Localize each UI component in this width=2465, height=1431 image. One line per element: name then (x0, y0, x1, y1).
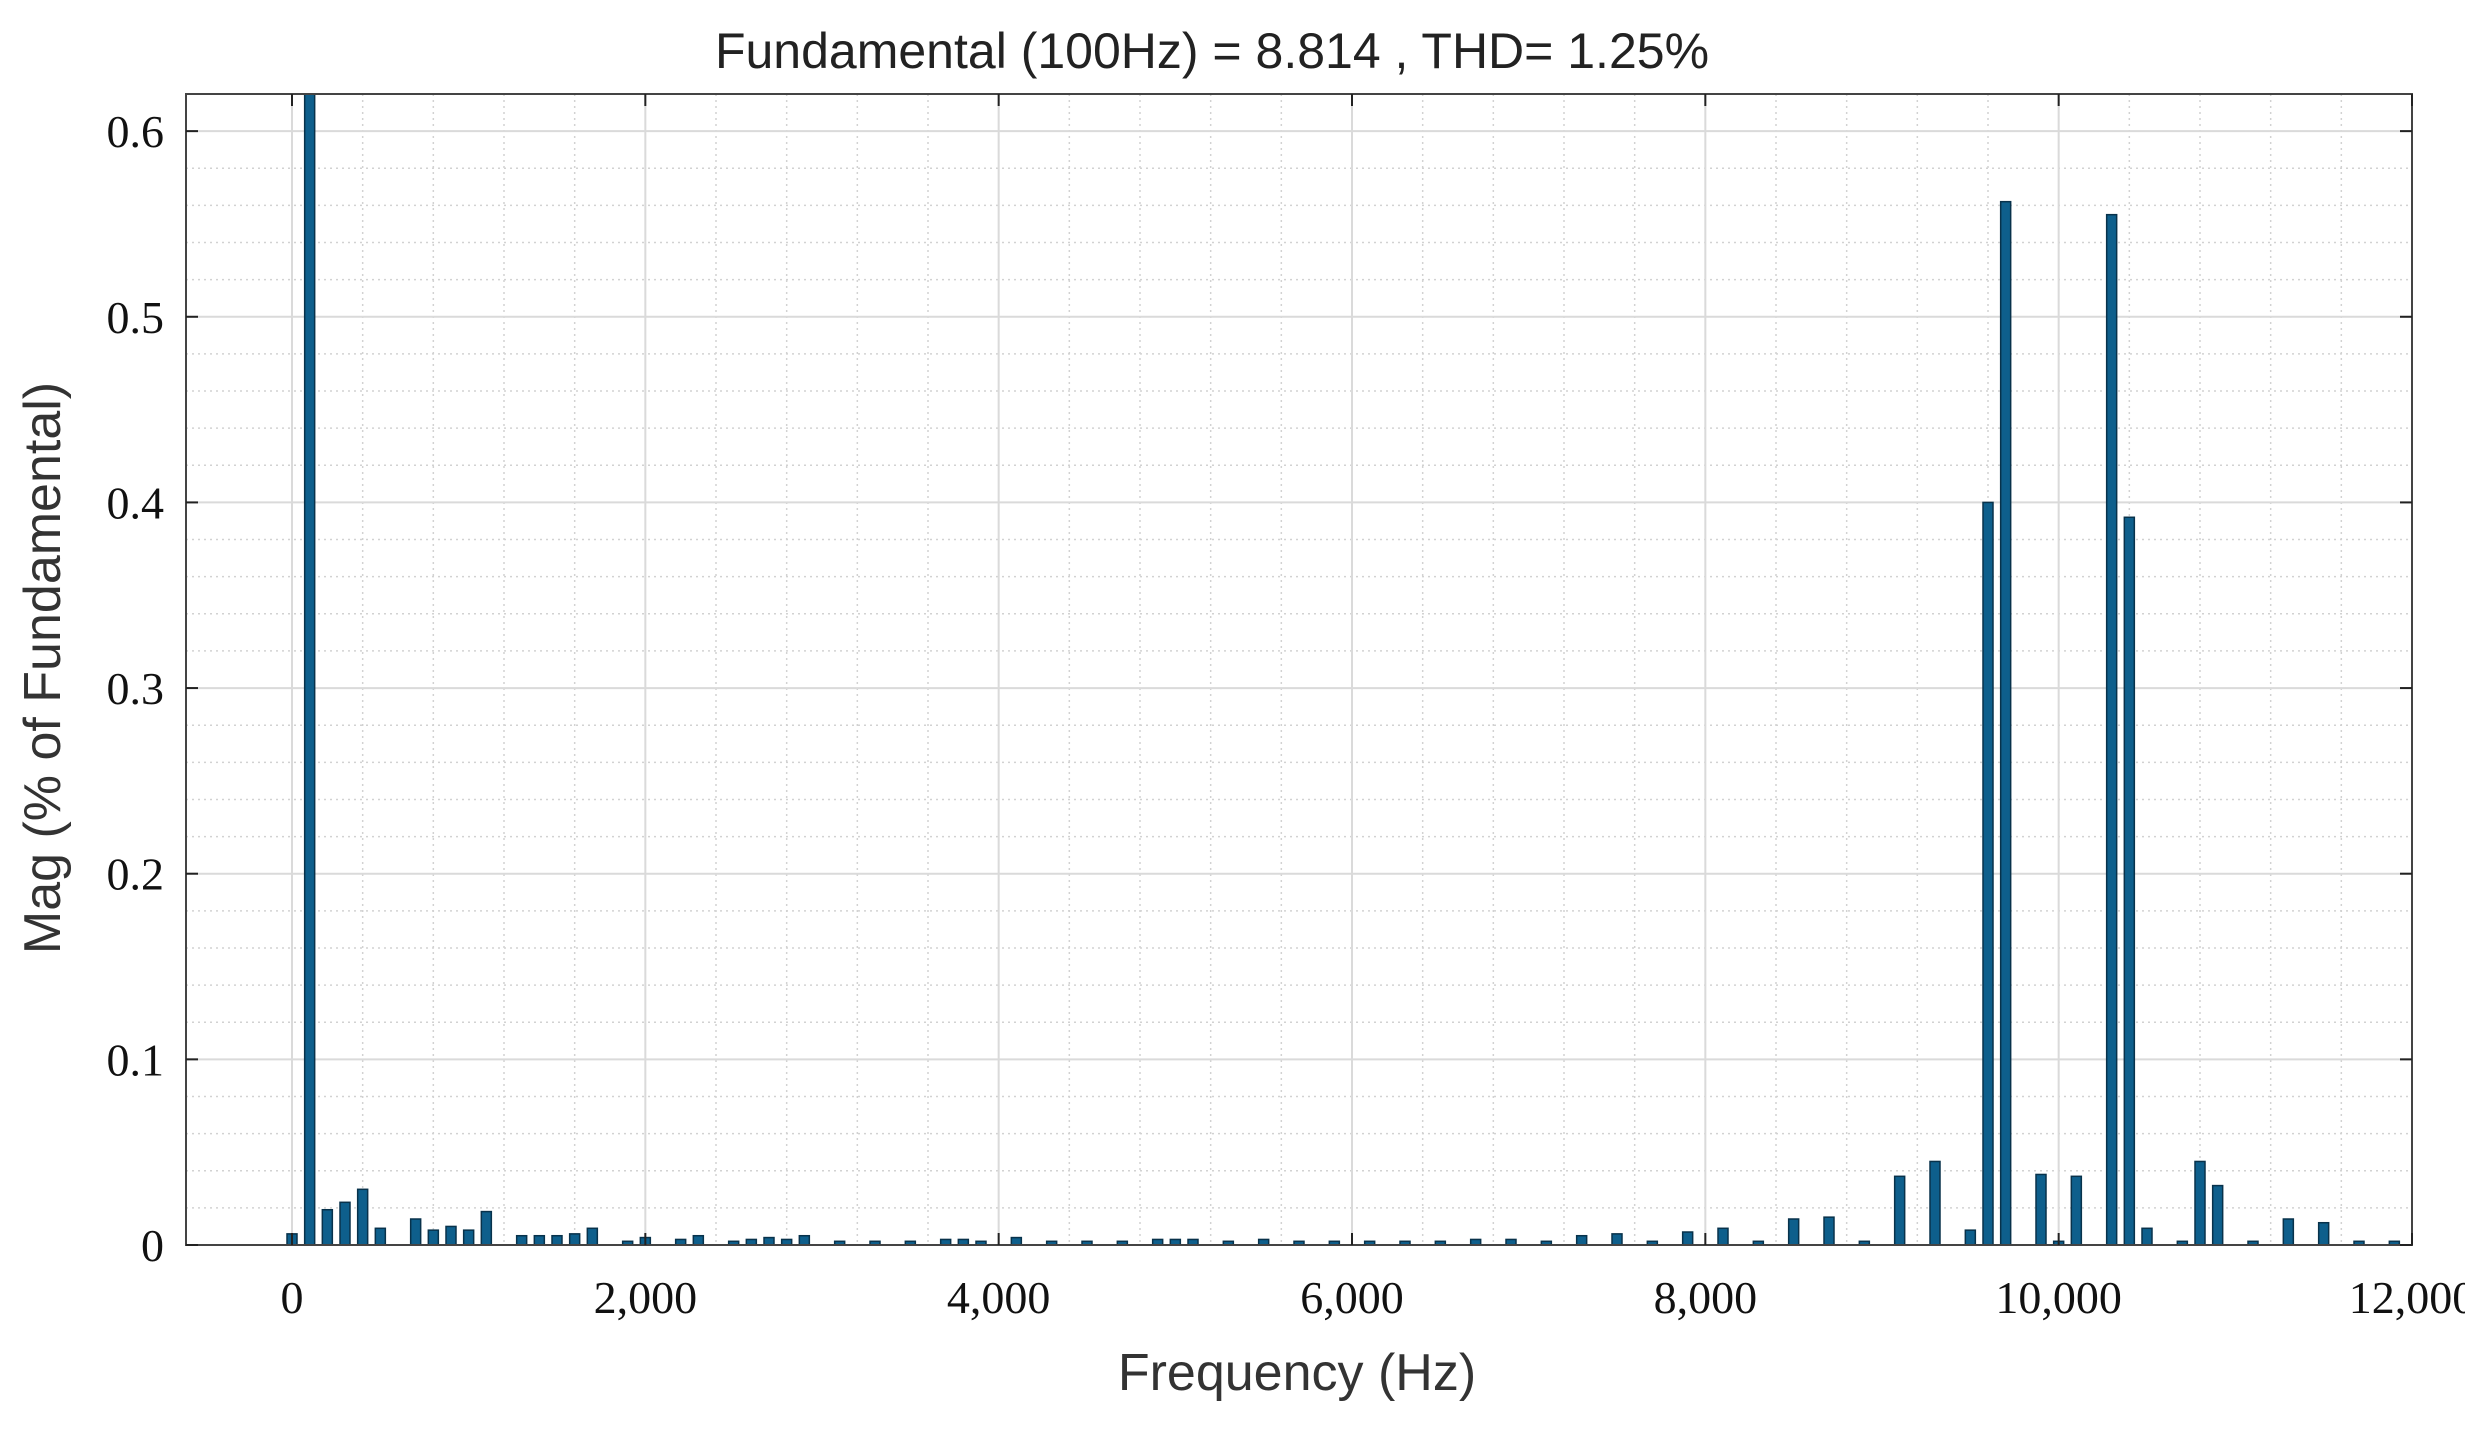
bar (446, 1226, 456, 1245)
x-tick-label: 0 (281, 1272, 304, 1323)
y-tick-label: 0.6 (107, 106, 165, 157)
bar (2142, 1228, 2152, 1245)
bar (1683, 1232, 1693, 1245)
bar (1965, 1230, 1975, 1245)
bar (2124, 517, 2134, 1245)
bar (340, 1202, 350, 1245)
bar (428, 1230, 438, 1245)
bar (1011, 1238, 1021, 1245)
bar (305, 94, 315, 1245)
plot-frame (186, 94, 2412, 1245)
bar (2107, 215, 2117, 1245)
y-tick-label: 0.4 (107, 477, 165, 528)
x-tick-label: 2,000 (594, 1272, 698, 1323)
x-tick-label: 10,000 (1995, 1272, 2122, 1323)
chart-title: Fundamental (100Hz) = 8.814 , THD= 1.25% (715, 23, 1709, 79)
bar (1789, 1219, 1799, 1245)
x-axis-label: Frequency (Hz) (1118, 1344, 1476, 1402)
minor-grid (186, 94, 2412, 1245)
bar (1983, 502, 1993, 1245)
bar (411, 1219, 421, 1245)
bar (2213, 1186, 2223, 1245)
bar (534, 1236, 544, 1245)
y-tick-labels: 0 0.1 0.2 0.3 0.4 0.5 0.6 (107, 106, 165, 1271)
bar (2319, 1223, 2329, 1245)
y-tick-label: 0.1 (107, 1034, 165, 1085)
bar (552, 1236, 562, 1245)
bar (2195, 1161, 2205, 1245)
bar (1577, 1236, 1587, 1245)
x-tick-label: 12,000 (2349, 1272, 2465, 1323)
x-tick-labels: 0 2,000 4,000 6,000 8,000 10,000 12,000 (281, 1272, 2465, 1323)
bar (2283, 1219, 2293, 1245)
bar (1930, 1161, 1940, 1245)
x-tick-label: 6,000 (1300, 1272, 1404, 1323)
major-grid (186, 94, 2412, 1245)
bar (2071, 1176, 2081, 1245)
bar (322, 1210, 332, 1245)
bar (517, 1236, 527, 1245)
y-tick-label: 0 (141, 1220, 164, 1271)
bar (587, 1228, 597, 1245)
bar (2001, 202, 2011, 1245)
bar (799, 1236, 809, 1245)
x-tick-label: 8,000 (1654, 1272, 1758, 1323)
bar (375, 1228, 385, 1245)
bar (1895, 1176, 1905, 1245)
x-tick-label: 4,000 (947, 1272, 1051, 1323)
tick-marks (186, 94, 2412, 1245)
bar (2036, 1174, 2046, 1245)
bar (693, 1236, 703, 1245)
y-tick-label: 0.5 (107, 292, 165, 343)
y-tick-label: 0.3 (107, 663, 165, 714)
bar (1824, 1217, 1834, 1245)
y-axis-label: Mag (% of Fundamental) (14, 382, 72, 954)
bar (481, 1212, 491, 1245)
bar (570, 1234, 580, 1245)
bar (358, 1189, 368, 1245)
bar (464, 1230, 474, 1245)
bar (1612, 1234, 1622, 1245)
y-tick-label: 0.2 (107, 849, 165, 900)
bar (1718, 1228, 1728, 1245)
bar (764, 1238, 774, 1245)
bar-series (287, 94, 2399, 1245)
